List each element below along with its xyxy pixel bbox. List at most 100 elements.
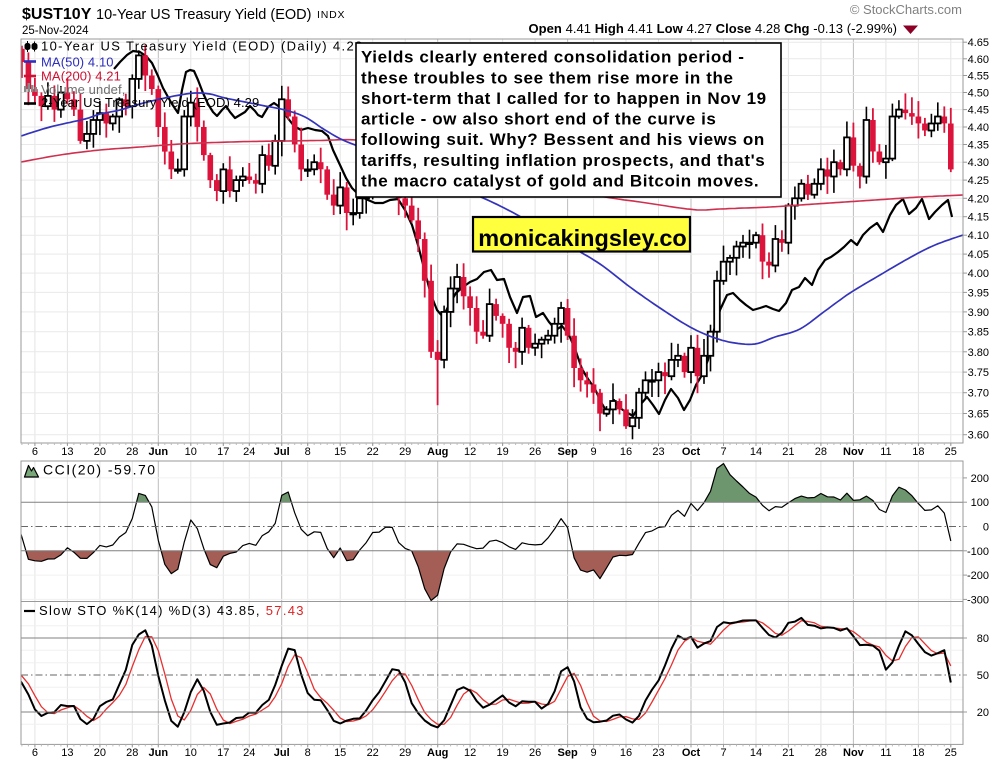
svg-text:4.65: 4.65 [968, 37, 989, 49]
svg-text:29: 29 [399, 446, 411, 458]
svg-text:3.90: 3.90 [968, 307, 989, 319]
svg-text:25: 25 [945, 446, 957, 458]
svg-text:28: 28 [126, 747, 138, 759]
svg-text:15: 15 [334, 747, 346, 759]
svg-text:8: 8 [305, 446, 311, 458]
svg-text:13: 13 [61, 446, 73, 458]
svg-text:4.00: 4.00 [968, 268, 989, 280]
svg-text:MA(50) 4.10: MA(50) 4.10 [41, 55, 114, 70]
svg-text:following suit. Why? Bessent a: following suit. Why? Bessent and his vie… [361, 130, 765, 149]
svg-text:10-Year US Treasury Yield (EOD: 10-Year US Treasury Yield (EOD) [96, 7, 311, 23]
svg-text:20: 20 [94, 747, 106, 759]
svg-text:22: 22 [367, 446, 379, 458]
svg-text:19: 19 [496, 747, 508, 759]
svg-text:4.50: 4.50 [968, 88, 989, 100]
svg-text:20: 20 [94, 446, 106, 458]
svg-text:28: 28 [815, 446, 827, 458]
svg-text:4.55: 4.55 [968, 71, 989, 83]
svg-text:23: 23 [652, 747, 664, 759]
svg-text:3.60: 3.60 [968, 430, 989, 442]
svg-text:29: 29 [399, 747, 411, 759]
svg-text:© StockCharts.com: © StockCharts.com [850, 2, 962, 17]
svg-text:3.75: 3.75 [968, 367, 989, 379]
svg-text:Sep: Sep [558, 446, 578, 458]
svg-text:4.60: 4.60 [968, 54, 989, 66]
svg-text:16: 16 [620, 446, 632, 458]
svg-text:21: 21 [782, 446, 794, 458]
svg-text:Sep: Sep [558, 747, 578, 759]
svg-text:Volume undef,: Volume undef, [41, 82, 125, 97]
svg-text:0: 0 [983, 522, 989, 534]
svg-text:Oct: Oct [682, 747, 701, 759]
svg-text:24: 24 [243, 446, 255, 458]
svg-text:11: 11 [880, 446, 891, 458]
svg-text:these troubles to see them ris: these troubles to see them rise more in … [361, 68, 734, 87]
svg-text:7: 7 [720, 747, 726, 759]
svg-text:25: 25 [945, 747, 957, 759]
svg-text:8: 8 [305, 747, 311, 759]
svg-text:4.05: 4.05 [968, 249, 989, 261]
svg-text:14: 14 [750, 446, 762, 458]
svg-text:20: 20 [977, 707, 989, 719]
svg-text:tariffs, resulting inflation p: tariffs, resulting inflation prospects, … [361, 151, 765, 170]
svg-text:14: 14 [750, 747, 762, 759]
svg-text:13: 13 [61, 747, 73, 759]
svg-text:3.95: 3.95 [968, 287, 989, 299]
svg-text:4.15: 4.15 [968, 212, 989, 224]
svg-text:12: 12 [464, 747, 476, 759]
svg-text:Jun: Jun [149, 747, 169, 759]
svg-text:18: 18 [912, 446, 924, 458]
svg-text:$UST10Y: $UST10Y [22, 6, 92, 23]
svg-text:28: 28 [815, 747, 827, 759]
svg-text:17: 17 [217, 446, 229, 458]
svg-text:50: 50 [977, 670, 989, 682]
svg-text:25-Nov-2024: 25-Nov-2024 [22, 25, 89, 37]
svg-text:short-term that I called for t: short-term that I called for to happen i… [361, 89, 767, 108]
svg-text:23: 23 [652, 446, 664, 458]
svg-text:Jun: Jun [149, 446, 169, 458]
svg-text:6: 6 [32, 446, 38, 458]
svg-text:18: 18 [912, 747, 924, 759]
svg-text:MA(200) 4.21: MA(200) 4.21 [41, 69, 121, 84]
svg-text:9: 9 [591, 446, 597, 458]
svg-text:12: 12 [464, 446, 476, 458]
svg-text:the macro catalyst of gold and: the macro catalyst of gold and Bitcoin m… [361, 171, 759, 190]
svg-text:3.85: 3.85 [968, 327, 989, 339]
svg-text:CCI(20) -59.70: CCI(20) -59.70 [43, 462, 157, 478]
svg-text:7: 7 [720, 446, 726, 458]
svg-text:Nov: Nov [843, 446, 865, 458]
svg-text:80: 80 [977, 633, 989, 645]
svg-text:3.80: 3.80 [968, 347, 989, 359]
svg-text:article - ow also short end of: article - ow also short end of the curve… [361, 110, 717, 129]
svg-text:4.40: 4.40 [968, 122, 989, 134]
svg-text:200: 200 [971, 473, 989, 485]
svg-text:21: 21 [782, 747, 794, 759]
svg-text:26: 26 [529, 747, 541, 759]
svg-text:10: 10 [185, 747, 197, 759]
svg-text:100: 100 [971, 497, 989, 509]
svg-text:4.45: 4.45 [968, 105, 989, 117]
svg-text:16: 16 [620, 747, 632, 759]
svg-text:10-Year US Treasury Yield (EOD: 10-Year US Treasury Yield (EOD) (Daily) … [41, 39, 364, 54]
svg-text:28: 28 [126, 446, 138, 458]
svg-text:19: 19 [496, 446, 508, 458]
svg-text:Nov: Nov [843, 747, 865, 759]
svg-text:4.25: 4.25 [968, 175, 989, 187]
svg-text:Yields clearly entered consoli: Yields clearly entered consolidation per… [361, 48, 744, 67]
svg-text:-200: -200 [967, 570, 989, 582]
svg-text:-300: -300 [967, 594, 989, 606]
svg-text:26: 26 [529, 446, 541, 458]
svg-text:Jul: Jul [274, 446, 290, 458]
svg-text:-100: -100 [967, 546, 989, 558]
svg-text:17: 17 [217, 747, 229, 759]
svg-text:4.30: 4.30 [968, 157, 989, 169]
svg-text:10: 10 [185, 446, 197, 458]
svg-text:4.35: 4.35 [968, 140, 989, 152]
svg-text:Aug: Aug [427, 747, 448, 759]
svg-text:Oct: Oct [682, 446, 701, 458]
svg-text:4.20: 4.20 [968, 193, 989, 205]
svg-text:2-Year US Treasury Yield (EOD): 2-Year US Treasury Yield (EOD) 4.29 [41, 95, 259, 110]
svg-text:4.10: 4.10 [968, 230, 989, 242]
svg-text:3.70: 3.70 [968, 388, 989, 400]
svg-text:11: 11 [880, 747, 891, 759]
